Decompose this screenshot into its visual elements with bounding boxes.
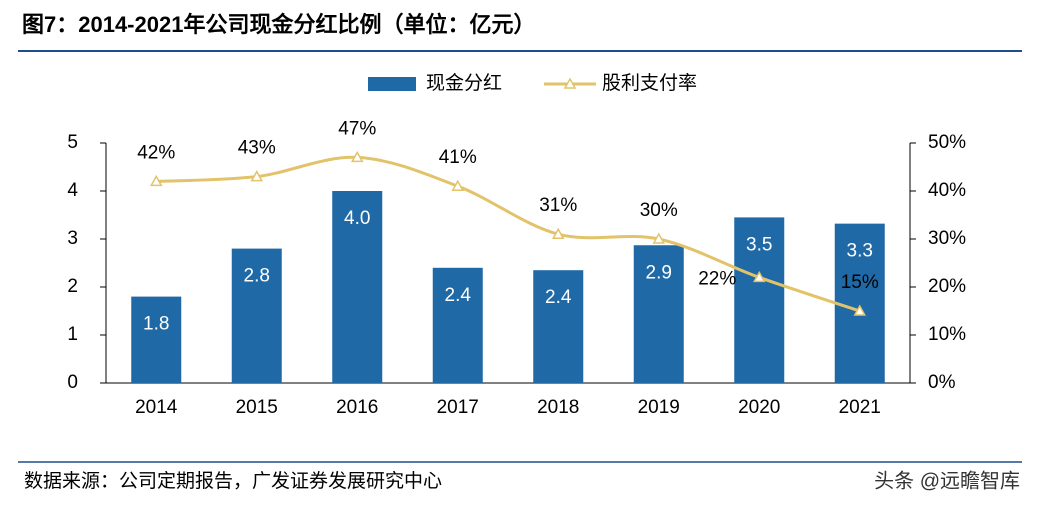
x-tick-label: 2014 bbox=[135, 397, 178, 418]
bar-value-label: 2.4 bbox=[545, 287, 572, 308]
line-value-label: 22% bbox=[698, 268, 736, 289]
watermark: 头条 @远瞻智库 bbox=[874, 469, 1020, 492]
y-tick-label: 1 bbox=[67, 324, 78, 345]
bar bbox=[633, 245, 684, 383]
legend-marker bbox=[563, 77, 577, 89]
y2-tick-label: 20% bbox=[928, 276, 966, 297]
legend-swatch bbox=[368, 77, 416, 91]
line-marker bbox=[551, 227, 565, 239]
line-value-label: 41% bbox=[439, 147, 477, 168]
x-tick-label: 2019 bbox=[638, 397, 680, 418]
line-marker bbox=[451, 179, 465, 191]
y-tick-label: 5 bbox=[67, 132, 78, 153]
y-tick-label: 2 bbox=[67, 276, 78, 297]
y2-tick-label: 0% bbox=[928, 372, 956, 393]
bar bbox=[131, 296, 182, 383]
line-marker bbox=[350, 150, 364, 163]
line-marker bbox=[149, 174, 163, 187]
x-tick-label: 2016 bbox=[336, 397, 378, 418]
bar bbox=[231, 248, 282, 383]
x-tick-label: 2015 bbox=[236, 397, 278, 418]
bar-value-label: 2.8 bbox=[244, 266, 270, 287]
bar-value-label: 2.4 bbox=[445, 285, 472, 306]
legend-label: 股利支付率 bbox=[602, 72, 697, 94]
y-tick-label: 0 bbox=[67, 372, 78, 393]
y2-tick-label: 10% bbox=[928, 324, 966, 345]
line-value-label: 15% bbox=[841, 272, 879, 293]
line-value-label: 42% bbox=[137, 142, 175, 163]
bar bbox=[432, 267, 483, 383]
y2-tick-label: 50% bbox=[928, 132, 966, 153]
x-tick-label: 2018 bbox=[537, 397, 579, 418]
bar bbox=[834, 223, 885, 383]
chart-title: 图7：2014-2021年公司现金分红比例（单位：亿元） bbox=[22, 12, 535, 37]
y-tick-label: 4 bbox=[67, 180, 78, 201]
line bbox=[156, 155, 861, 313]
line-marker bbox=[652, 232, 666, 244]
line-marker bbox=[752, 270, 766, 283]
line-marker bbox=[250, 170, 264, 182]
line-value-label: 43% bbox=[238, 138, 276, 159]
y2-tick-label: 40% bbox=[928, 180, 966, 201]
bar bbox=[533, 270, 584, 383]
line-value-label: 31% bbox=[539, 195, 577, 216]
line-value-label: 47% bbox=[338, 118, 376, 139]
bar-value-label: 3.3 bbox=[847, 241, 873, 262]
x-tick-label: 2020 bbox=[738, 397, 780, 418]
bar bbox=[734, 217, 785, 383]
bar bbox=[332, 191, 383, 383]
source: 数据来源：公司定期报告，广发证券发展研究中心 bbox=[24, 470, 442, 492]
x-tick-label: 2021 bbox=[839, 397, 881, 418]
bar-value-label: 4.0 bbox=[344, 208, 370, 229]
bar-value-label: 3.5 bbox=[746, 234, 772, 255]
line-marker bbox=[853, 304, 867, 316]
x-tick-label: 2017 bbox=[437, 397, 479, 418]
y-tick-label: 3 bbox=[67, 228, 78, 249]
y2-tick-label: 30% bbox=[928, 228, 966, 249]
bar-value-label: 2.9 bbox=[646, 262, 672, 283]
bar-value-label: 1.8 bbox=[143, 314, 169, 335]
legend-label: 现金分红 bbox=[426, 72, 502, 94]
line-value-label: 30% bbox=[640, 200, 678, 221]
